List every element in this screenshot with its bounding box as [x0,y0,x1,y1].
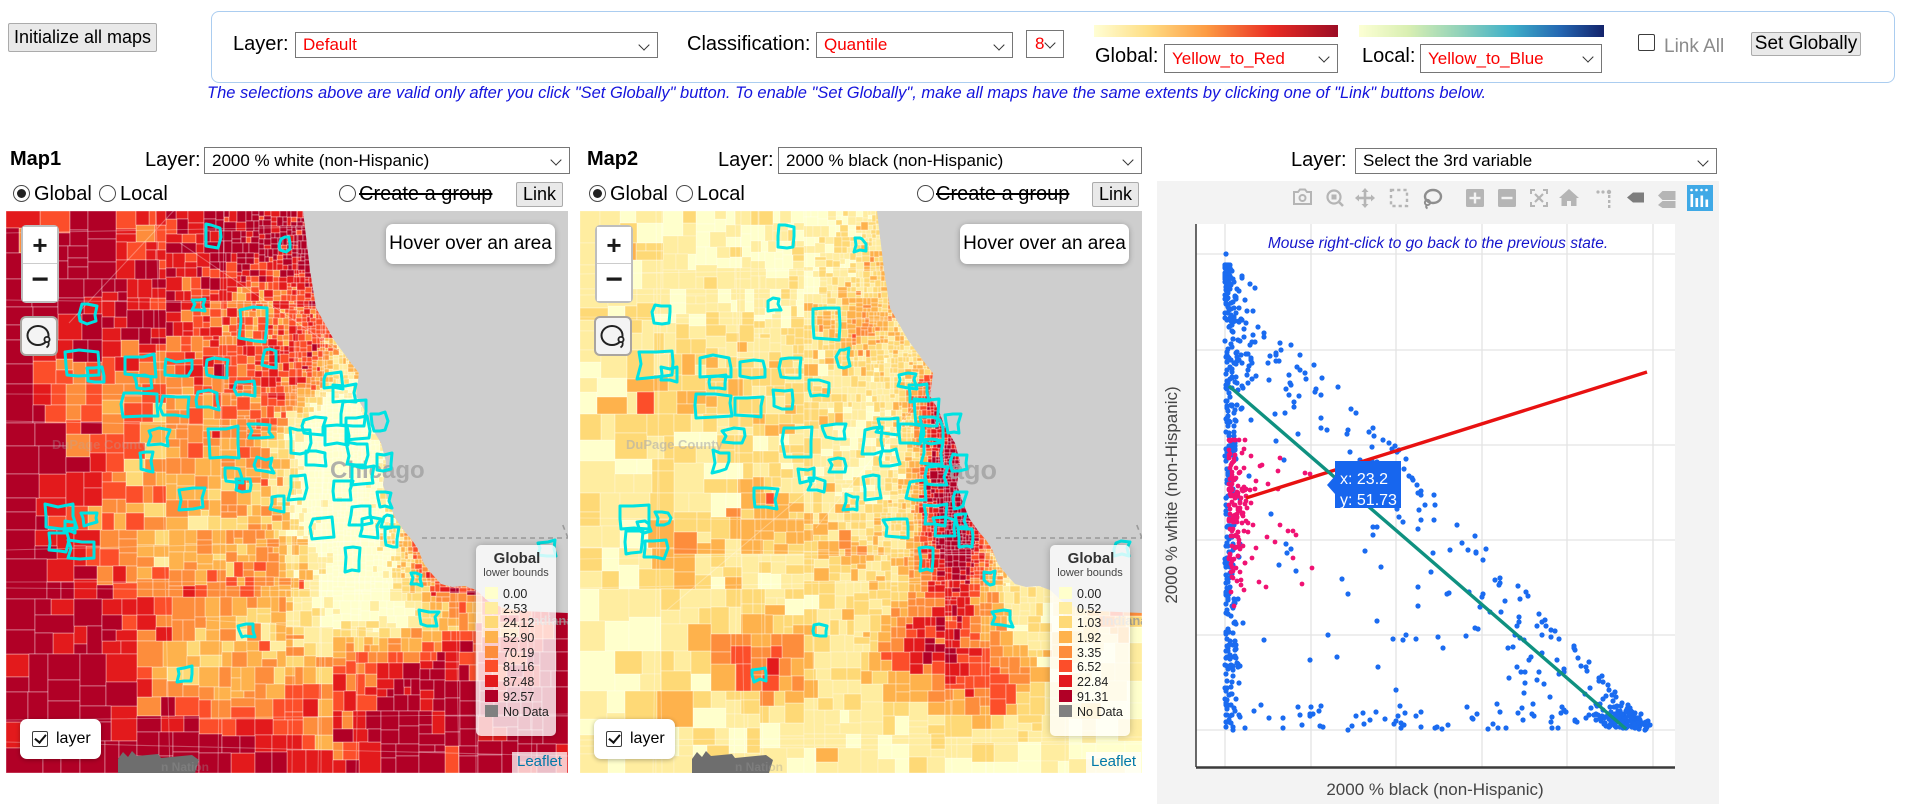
svg-text:DuPage County: DuPage County [52,437,150,452]
svg-text:n Nation: n Nation [161,760,209,773]
